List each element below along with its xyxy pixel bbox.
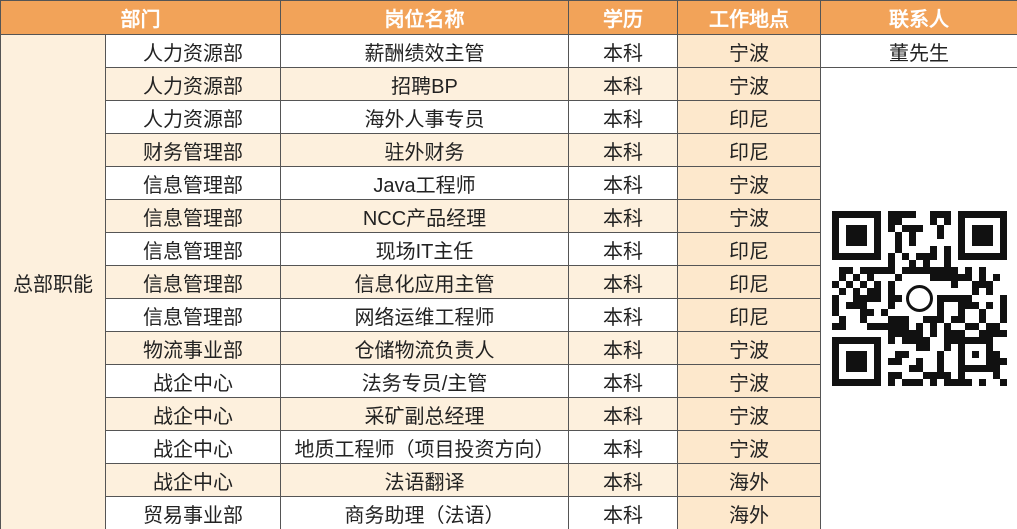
location-cell: 印尼 bbox=[677, 265, 821, 299]
department-cell: 战企中心 bbox=[105, 397, 281, 431]
department-cell: 信息管理部 bbox=[105, 298, 281, 332]
data-row: 信息管理部 信息化应用主管 本科 印尼 bbox=[1, 265, 1017, 299]
education-cell: 本科 bbox=[568, 100, 678, 134]
education-cell: 本科 bbox=[568, 298, 678, 332]
department-cell: 战企中心 bbox=[105, 430, 281, 464]
location-cell: 宁波 bbox=[677, 199, 821, 233]
position-cell: 海外人事专员 bbox=[280, 100, 569, 134]
location-cell: 宁波 bbox=[677, 397, 821, 431]
data-row: 人力资源部 海外人事专员 本科 印尼 bbox=[1, 100, 1017, 134]
location-cell: 宁波 bbox=[677, 364, 821, 398]
location-cell: 印尼 bbox=[677, 232, 821, 266]
department-cell: 贸易事业部 bbox=[105, 496, 281, 529]
data-row: 人力资源部 招聘BP 本科 宁波 bbox=[1, 67, 1017, 529]
position-cell: NCC产品经理 bbox=[280, 199, 569, 233]
group-cell: 总部职能 bbox=[0, 34, 106, 529]
location-cell: 海外 bbox=[677, 463, 821, 497]
data-row: 物流事业部 仓储物流负责人 本科 宁波 bbox=[1, 331, 1017, 365]
location-cell: 宁波 bbox=[677, 166, 821, 200]
position-cell: 商务助理（法语） bbox=[280, 496, 569, 529]
department-cell: 战企中心 bbox=[105, 463, 281, 497]
education-cell: 本科 bbox=[568, 496, 678, 529]
data-row: 信息管理部 Java工程师 本科 宁波 bbox=[1, 166, 1017, 200]
position-cell: 法语翻译 bbox=[280, 463, 569, 497]
department-cell: 人力资源部 bbox=[105, 34, 281, 68]
department-cell: 信息管理部 bbox=[105, 232, 281, 266]
location-cell: 宁波 bbox=[677, 34, 821, 68]
qr-code bbox=[831, 211, 1007, 386]
education-cell: 本科 bbox=[568, 166, 678, 200]
location-cell: 宁波 bbox=[677, 331, 821, 365]
education-cell: 本科 bbox=[568, 397, 678, 431]
department-cell: 信息管理部 bbox=[105, 199, 281, 233]
education-cell: 本科 bbox=[568, 34, 678, 68]
education-cell: 本科 bbox=[568, 331, 678, 365]
data-row: 总部职能 人力资源部 薪酬绩效主管 本科 宁波 董先生 bbox=[0, 34, 1017, 529]
contact-cell: 董先生 bbox=[820, 34, 1017, 68]
location-cell: 宁波 bbox=[677, 430, 821, 464]
data-row: 贸易事业部 商务助理（法语） 本科 海外 bbox=[1, 496, 1017, 529]
position-cell: 网络运维工程师 bbox=[280, 298, 569, 332]
location-cell: 印尼 bbox=[677, 100, 821, 134]
header-cell: 部门 bbox=[0, 0, 281, 35]
education-cell: 本科 bbox=[568, 232, 678, 266]
position-cell: 薪酬绩效主管 bbox=[280, 34, 569, 68]
header-cell: 联系人 bbox=[820, 0, 1017, 35]
position-cell: Java工程师 bbox=[280, 166, 569, 200]
department-cell: 财务管理部 bbox=[105, 133, 281, 167]
education-cell: 本科 bbox=[568, 463, 678, 497]
education-cell: 本科 bbox=[568, 133, 678, 167]
data-row: 战企中心 法语翻译 本科 海外 bbox=[1, 463, 1017, 497]
location-cell: 海外 bbox=[677, 496, 821, 529]
location-cell: 印尼 bbox=[677, 133, 821, 167]
position-cell: 仓储物流负责人 bbox=[280, 331, 569, 365]
department-cell: 物流事业部 bbox=[105, 331, 281, 365]
education-cell: 本科 bbox=[568, 364, 678, 398]
data-row: 战企中心 采矿副总经理 本科 宁波 bbox=[1, 397, 1017, 431]
data-row: 信息管理部 网络运维工程师 本科 印尼 bbox=[1, 298, 1017, 332]
header-row: 部门 岗位名称 学历 工作地点 联系人 bbox=[0, 0, 1017, 35]
location-cell: 宁波 bbox=[677, 67, 821, 101]
position-cell: 地质工程师（项目投资方向） bbox=[280, 430, 569, 464]
position-cell: 采矿副总经理 bbox=[280, 397, 569, 431]
data-row: 战企中心 法务专员/主管 本科 宁波 bbox=[1, 364, 1017, 398]
department-cell: 信息管理部 bbox=[105, 265, 281, 299]
qr-cell bbox=[820, 67, 1017, 529]
department-cell: 战企中心 bbox=[105, 364, 281, 398]
data-row: 信息管理部 现场IT主任 本科 印尼 bbox=[1, 232, 1017, 266]
header-cell: 学历 bbox=[568, 0, 678, 35]
department-cell: 人力资源部 bbox=[105, 67, 281, 101]
data-row: 财务管理部 驻外财务 本科 印尼 bbox=[1, 133, 1017, 167]
education-cell: 本科 bbox=[568, 67, 678, 101]
data-row: 战企中心 地质工程师（项目投资方向） 本科 宁波 bbox=[1, 430, 1017, 464]
education-cell: 本科 bbox=[568, 265, 678, 299]
position-cell: 信息化应用主管 bbox=[280, 265, 569, 299]
position-cell: 法务专员/主管 bbox=[280, 364, 569, 398]
position-cell: 现场IT主任 bbox=[280, 232, 569, 266]
position-cell: 驻外财务 bbox=[280, 133, 569, 167]
header-cell: 工作地点 bbox=[677, 0, 821, 35]
header-cell: 岗位名称 bbox=[280, 0, 569, 35]
department-cell: 信息管理部 bbox=[105, 166, 281, 200]
education-cell: 本科 bbox=[568, 430, 678, 464]
position-cell: 招聘BP bbox=[280, 67, 569, 101]
location-cell: 印尼 bbox=[677, 298, 821, 332]
department-cell: 人力资源部 bbox=[105, 100, 281, 134]
education-cell: 本科 bbox=[568, 199, 678, 233]
